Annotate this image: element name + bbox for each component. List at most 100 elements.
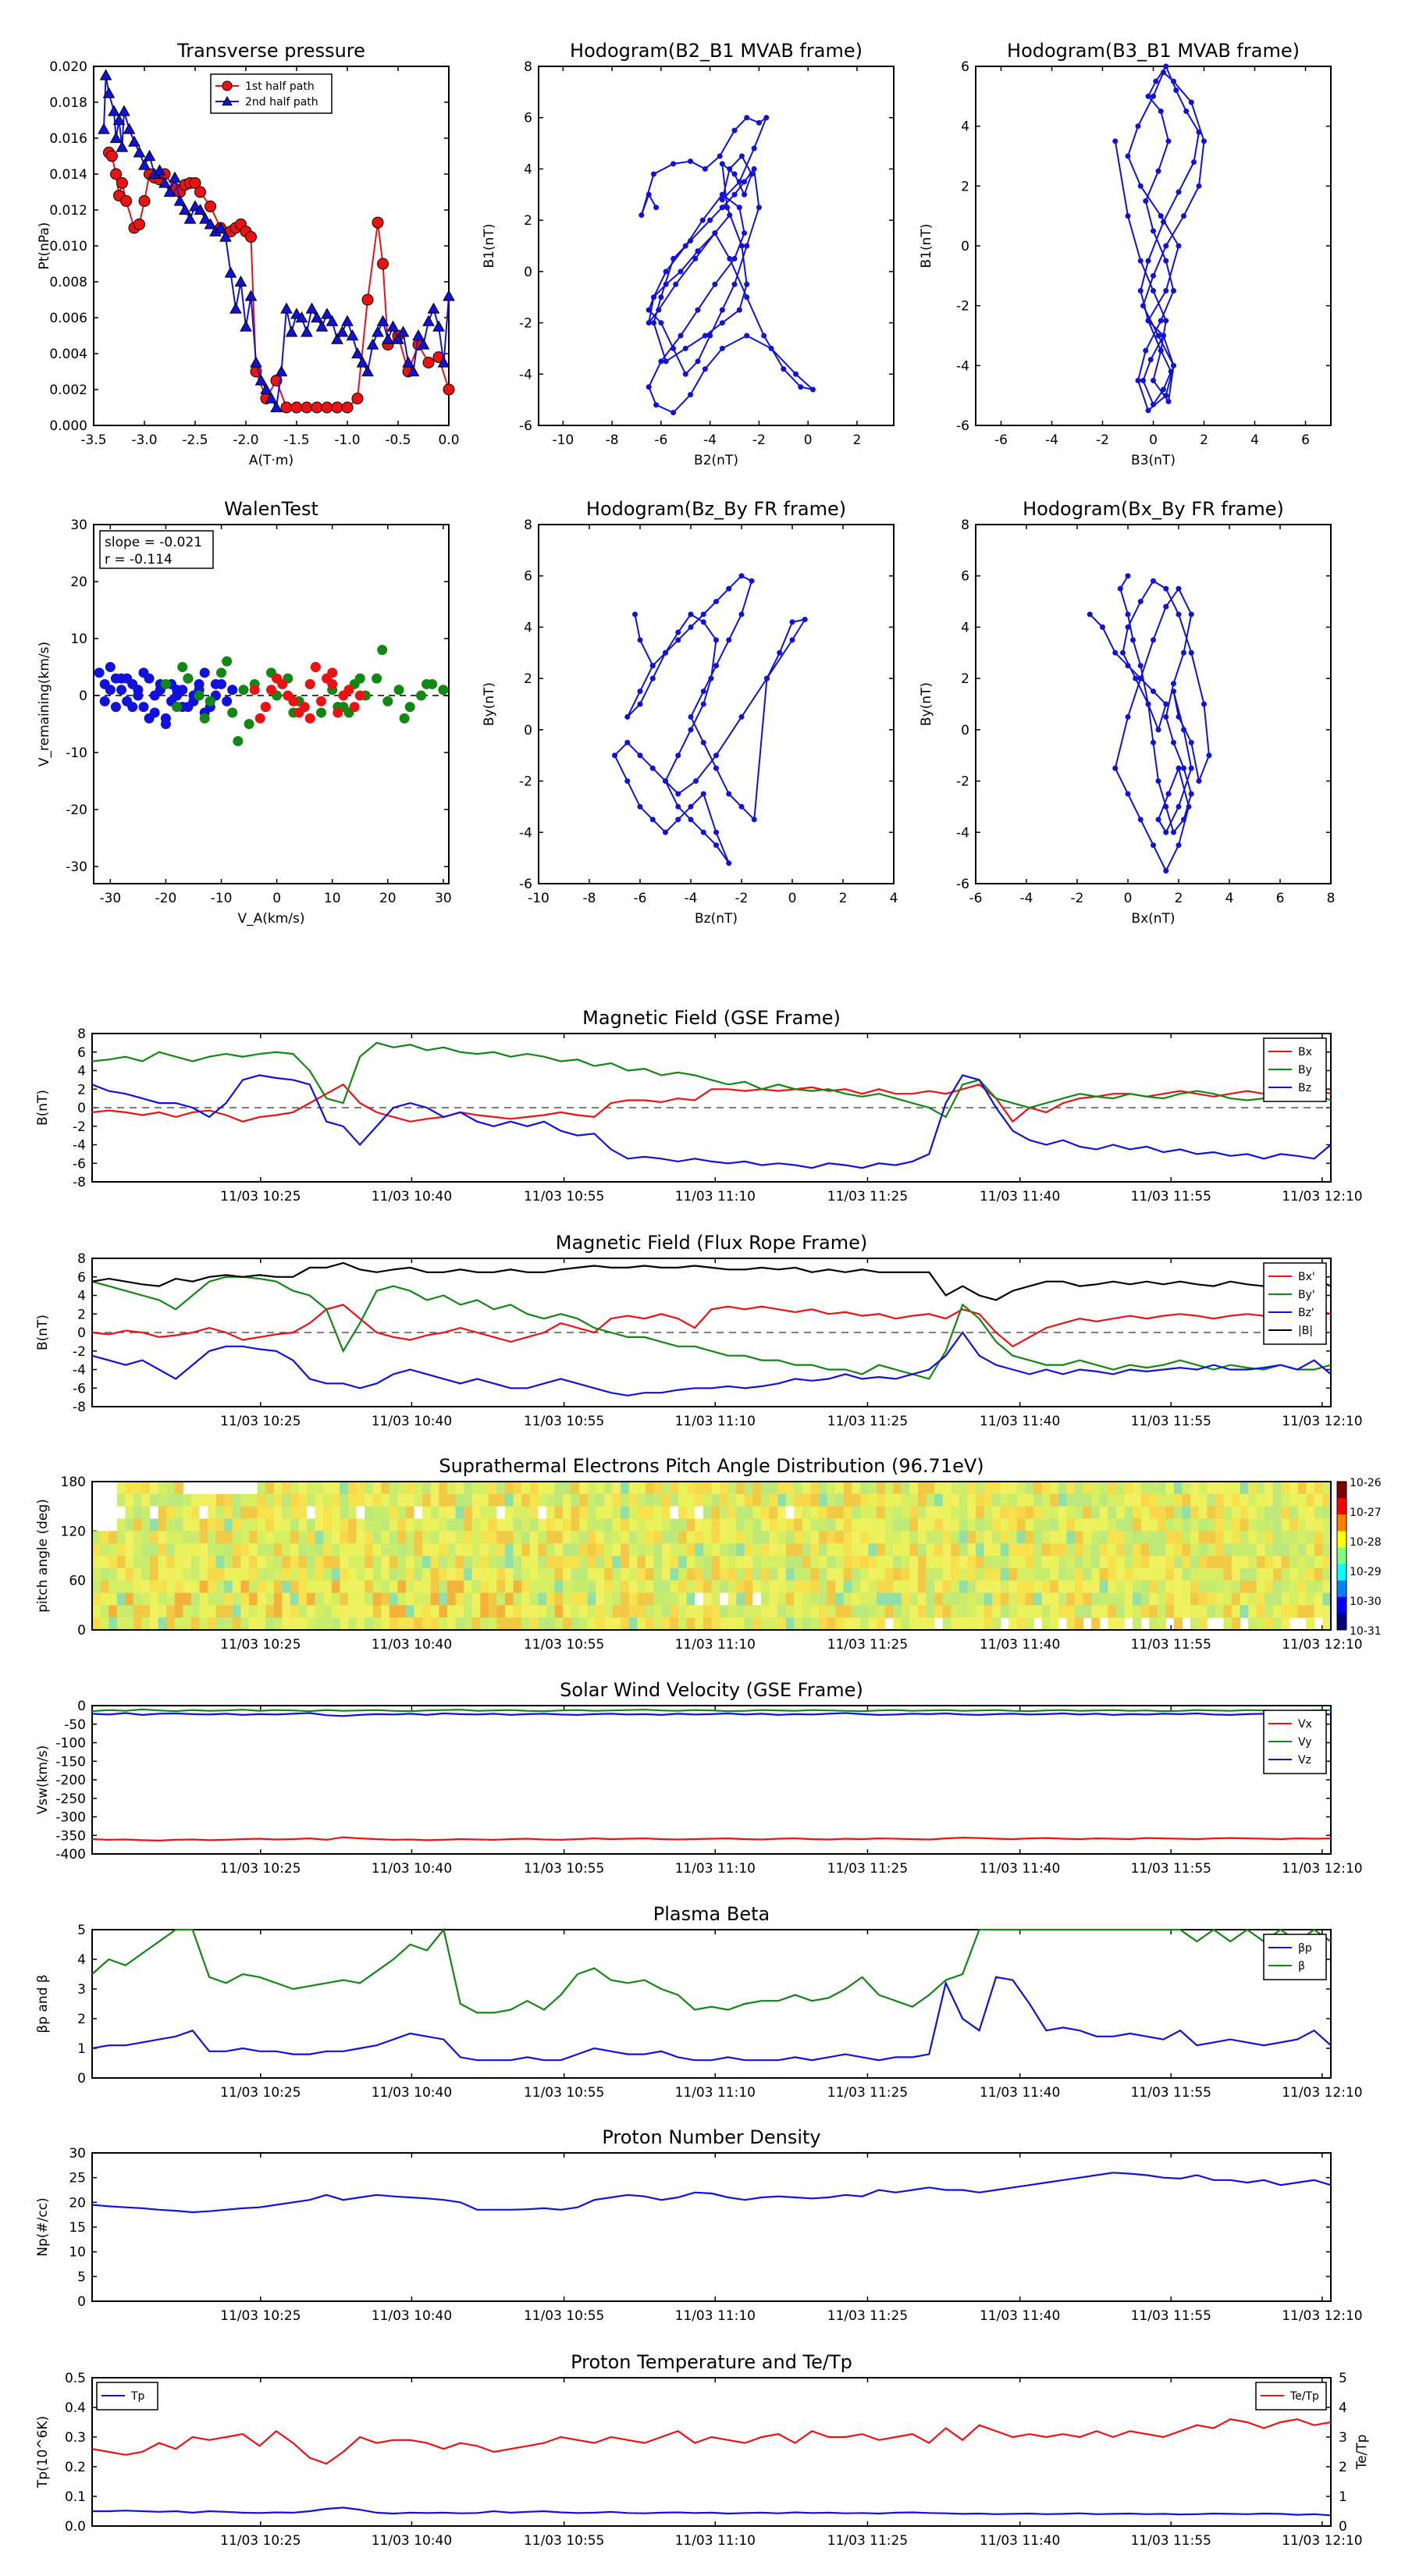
heatmap-cell (224, 1592, 233, 1606)
data-marker (204, 218, 217, 229)
heatmap-cell (430, 1506, 439, 1520)
data-marker (397, 326, 410, 337)
heatmap-cell (546, 1493, 556, 1507)
data-point (1130, 637, 1136, 643)
heatmap-cell (1232, 1506, 1241, 1520)
data-marker (120, 195, 133, 207)
data-point (756, 119, 762, 126)
data-point (1201, 138, 1207, 144)
heatmap-cell (1281, 1592, 1290, 1606)
heatmap-cell (290, 1617, 300, 1631)
heatmap-cell (190, 1518, 201, 1532)
heatmap-cell (893, 1617, 902, 1631)
heatmap-cell (208, 1580, 217, 1594)
data-point (764, 675, 770, 681)
heatmap-cell (884, 1543, 894, 1557)
heatmap-cell (1016, 1543, 1026, 1557)
heatmap-cell (777, 1543, 787, 1557)
heatmap-cell (1108, 1518, 1117, 1532)
heatmap-cell (720, 1531, 729, 1544)
data-point (675, 753, 681, 759)
heatmap-cell (183, 1493, 192, 1507)
heatmap-cell (637, 1567, 646, 1582)
heatmap-cell (1322, 1493, 1332, 1507)
heatmap-cell (1157, 1580, 1166, 1594)
heatmap-cell (702, 1493, 713, 1507)
series-line-green (91, 1041, 1332, 1119)
heatmap-cell (1256, 1482, 1265, 1495)
heatmap-cell (471, 1617, 481, 1631)
data-point (761, 333, 767, 339)
heatmap-cell (116, 1482, 126, 1495)
heatmap-cell (628, 1605, 638, 1618)
heatmap-cell (273, 1580, 283, 1594)
heatmap-cell (1306, 1543, 1315, 1557)
data-marker (123, 123, 136, 134)
heatmap-cell (868, 1531, 877, 1544)
heatmap-cell (372, 1617, 382, 1631)
heatmap-cell (1058, 1506, 1068, 1520)
heatmap-cell (571, 1580, 580, 1594)
heatmap-cell (1173, 1506, 1183, 1520)
heatmap-cell (1016, 1580, 1026, 1594)
heatmap-cell (331, 1592, 340, 1606)
data-point (1188, 99, 1194, 105)
scatter-point (233, 735, 244, 746)
heatmap-cell (183, 1506, 192, 1520)
scatter-point (222, 696, 233, 706)
heatmap-cell (695, 1556, 704, 1569)
data-point (1173, 87, 1179, 94)
heatmap-cell (208, 1506, 217, 1520)
heatmap-cell (298, 1482, 308, 1495)
heatmap-cell (802, 1531, 812, 1544)
heatmap-cell (1058, 1518, 1068, 1532)
data-point (624, 739, 631, 745)
heatmap-cell (422, 1482, 432, 1495)
y-tick-label: 2 (77, 2012, 86, 2027)
heatmap-cell (100, 1580, 109, 1594)
heatmap-cell (1306, 1482, 1315, 1495)
heatmap-cell (249, 1580, 258, 1594)
scatter-point (116, 685, 127, 696)
heatmap-cell (1240, 1556, 1249, 1569)
heatmap-cell (992, 1518, 1001, 1532)
heatmap-cell (108, 1531, 118, 1544)
y-tick-label: -10 (66, 745, 87, 761)
data-point (1125, 624, 1131, 630)
chart-title: WalenTest (224, 498, 318, 520)
heatmap-cell (571, 1506, 580, 1520)
heatmap-cell (100, 1592, 109, 1606)
heatmap-cell (158, 1482, 167, 1495)
heatmap-cell (480, 1543, 489, 1557)
heatmap-cell (1033, 1518, 1043, 1532)
scatter-point (94, 667, 105, 678)
heatmap-cell (1215, 1592, 1225, 1606)
heatmap-cell (554, 1518, 564, 1532)
heatmap-cell (670, 1493, 679, 1507)
heatmap-cell (760, 1617, 770, 1631)
data-point (663, 269, 669, 275)
heatmap-cell (967, 1506, 976, 1520)
heatmap-cell (1108, 1482, 1117, 1495)
data-point (744, 115, 750, 121)
data-marker (128, 135, 140, 147)
heatmap-cell (471, 1531, 481, 1544)
heatmap-cell (92, 1543, 101, 1557)
heatmap-cell (603, 1556, 614, 1569)
data-marker (301, 326, 313, 337)
heatmap-cell (1124, 1493, 1133, 1507)
heatmap-cell (1091, 1493, 1101, 1507)
heatmap-cell (488, 1506, 498, 1520)
heatmap-cell (653, 1543, 663, 1557)
heatmap-cell (967, 1482, 976, 1495)
heatmap-cell (1157, 1617, 1166, 1631)
heatmap-cell (760, 1567, 770, 1582)
heatmap-cell (637, 1482, 646, 1495)
heatmap-cell (1207, 1592, 1216, 1606)
heatmap-cell (760, 1493, 770, 1507)
heatmap-cell (430, 1556, 439, 1569)
heatmap-cell (455, 1605, 464, 1618)
heatmap-cell (232, 1592, 242, 1606)
time-tick-label: 11/03 11:10 (675, 2085, 756, 2101)
